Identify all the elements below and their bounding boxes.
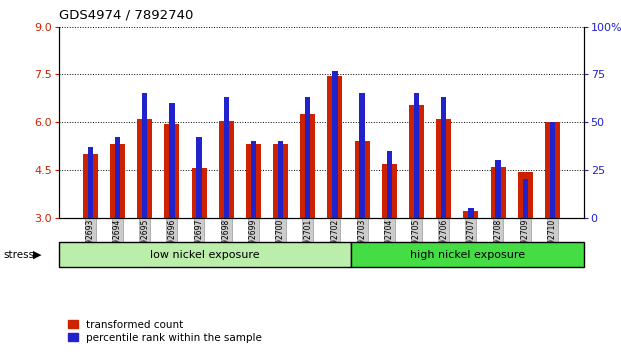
- Bar: [522, 179, 528, 218]
- Bar: [110, 144, 125, 218]
- Bar: [387, 151, 392, 218]
- Bar: [382, 164, 397, 218]
- Bar: [191, 169, 207, 218]
- Text: low nickel exposure: low nickel exposure: [150, 250, 260, 259]
- Bar: [491, 167, 505, 218]
- Bar: [196, 137, 202, 218]
- Bar: [360, 93, 365, 218]
- Bar: [332, 70, 338, 218]
- Bar: [545, 122, 560, 218]
- Bar: [436, 119, 451, 218]
- Bar: [246, 144, 261, 218]
- Text: ▶: ▶: [33, 250, 42, 259]
- Bar: [409, 105, 424, 218]
- Text: stress: stress: [3, 250, 34, 259]
- Bar: [301, 114, 315, 218]
- Bar: [463, 211, 478, 218]
- Bar: [219, 121, 233, 218]
- Bar: [169, 103, 175, 218]
- Bar: [142, 93, 147, 218]
- Bar: [327, 76, 342, 218]
- Bar: [165, 124, 179, 218]
- Bar: [273, 144, 288, 218]
- Bar: [305, 97, 310, 218]
- Bar: [441, 97, 446, 218]
- Bar: [278, 141, 283, 218]
- Bar: [88, 147, 93, 218]
- Bar: [355, 141, 369, 218]
- Bar: [414, 93, 419, 218]
- Bar: [251, 141, 256, 218]
- Bar: [224, 97, 229, 218]
- Bar: [550, 122, 555, 218]
- Bar: [115, 137, 120, 218]
- Bar: [518, 172, 533, 218]
- Bar: [468, 208, 474, 218]
- Legend: transformed count, percentile rank within the sample: transformed count, percentile rank withi…: [64, 315, 266, 347]
- Bar: [496, 160, 501, 218]
- Bar: [83, 154, 97, 218]
- Text: high nickel exposure: high nickel exposure: [410, 250, 525, 259]
- Bar: [137, 119, 152, 218]
- Text: GDS4974 / 7892740: GDS4974 / 7892740: [59, 9, 193, 22]
